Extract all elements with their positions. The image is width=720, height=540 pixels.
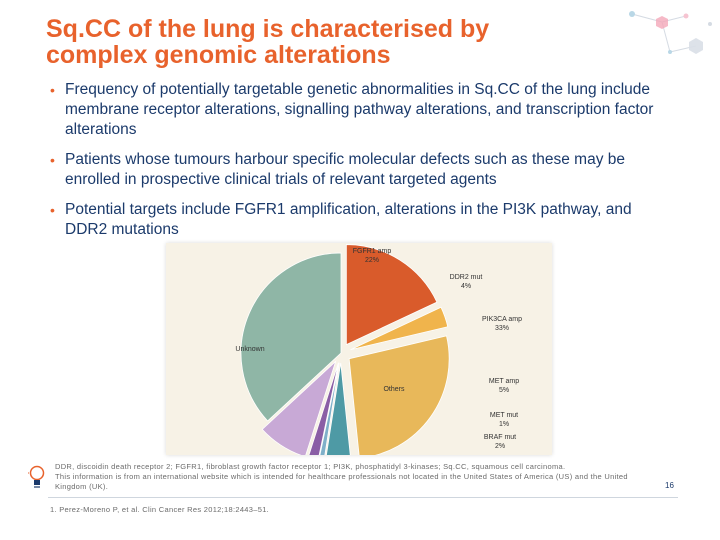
pie-value-label: 1% — [499, 421, 509, 428]
pie-value-label: 4% — [461, 283, 471, 290]
pie-value-label: 33% — [495, 325, 509, 332]
pie-chart-svg: FGFR1 amp 22% DDR2 mut 4% PIK3CA amp 33% MET a… — [235, 244, 522, 464]
pie-label: DDR2 mut — [450, 274, 483, 281]
bullet-text: Patients whose tumours harbour specific … — [65, 151, 625, 188]
title-line-2: complex genomic alterations — [46, 41, 391, 69]
decorative-molecule-icon — [629, 11, 712, 54]
pie-value-label: 5% — [499, 387, 509, 394]
pie-label: MET mut — [490, 412, 518, 419]
bullet-text: Potential targets include FGFR1 amplific… — [65, 201, 632, 238]
bullet-item: • Frequency of potentially targetable ge… — [50, 80, 670, 140]
bullet-text: Frequency of potentially targetable gene… — [65, 81, 654, 138]
pie-chart: FGFR1 amp 22% DDR2 mut 4% PIK3CA amp 33% MET a… — [166, 243, 552, 464]
bullet-item: • Potential targets include FGFR1 amplif… — [50, 200, 670, 240]
title-line-1: Sq.CC of the lung is characterised by — [46, 15, 490, 43]
bullet-item: • Patients whose tumours harbour specifi… — [50, 150, 670, 190]
bullet-marker: • — [50, 82, 55, 98]
pie-slice-fgfr1-amp — [345, 244, 438, 346]
reference: 1. Perez-Moreno P, et al. Clin Cancer Re… — [50, 505, 270, 514]
pie-label: PIK3CA amp — [482, 316, 522, 323]
page-number: 16 — [665, 481, 674, 490]
pie-value-label: 22% — [365, 257, 379, 264]
bullet-marker: • — [50, 202, 55, 218]
footnote-abbreviations: DDR, discoidin death receptor 2; FGFR1, … — [55, 462, 566, 471]
pie-slice-ddr2-mut — [350, 306, 449, 351]
pie-slice-unknown — [240, 252, 342, 422]
lightbulb-icon — [28, 465, 45, 488]
pie-label: BRAF mut — [484, 434, 516, 441]
bullet-list: • Frequency of potentially targetable ge… — [50, 80, 670, 250]
footnote-disclaimer: This information is from an internationa… — [55, 472, 628, 491]
pie-label: Others — [383, 386, 405, 393]
footnote: DDR, discoidin death receptor 2; FGFR1, … — [55, 462, 630, 492]
pie-label: MET amp — [489, 378, 519, 385]
slide-title: Sq.CC of the lung is characterised by co… — [46, 16, 586, 68]
footer-divider — [48, 497, 678, 498]
pie-value-label: 2% — [495, 443, 505, 450]
pie-label: Unknown — [235, 346, 264, 353]
bullet-marker: • — [50, 152, 55, 168]
pie-slice-pik3ca-amp — [348, 335, 450, 459]
pie-label: FGFR1 amp — [353, 248, 392, 255]
